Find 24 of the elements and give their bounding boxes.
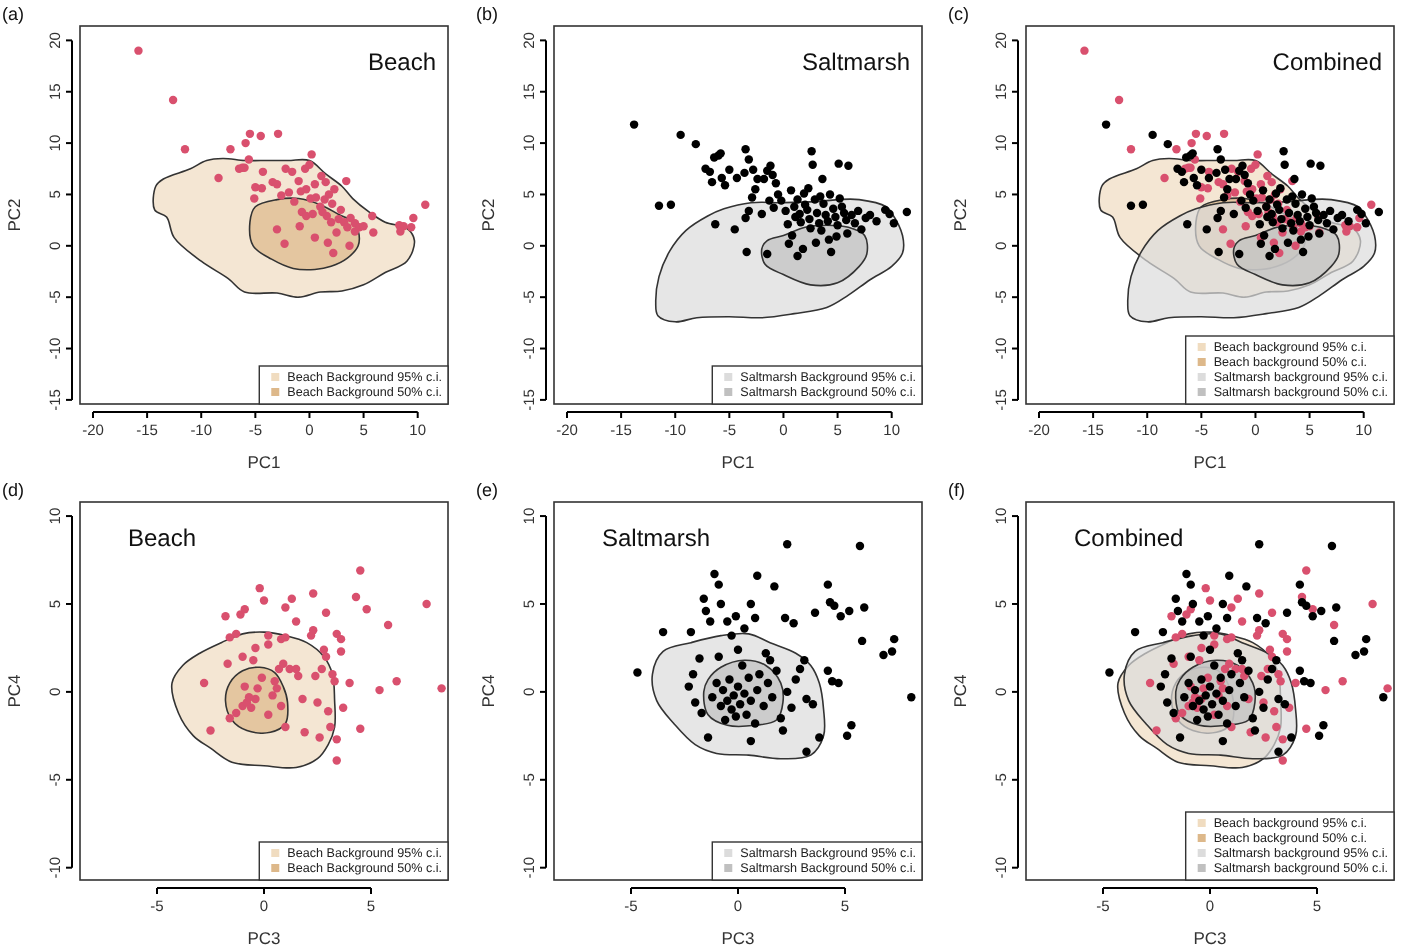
x-axis-title: PC3 — [247, 928, 282, 948]
x-axis-title: PC1 — [247, 452, 282, 472]
text: (e) — [475, 480, 497, 500]
x-axis-title: PC1 — [720, 452, 755, 472]
text: Combined — [1272, 48, 1382, 76]
text: Saltmarsh — [800, 48, 909, 76]
x-axis-title: PC3 — [720, 928, 755, 948]
y-axis-title: PC4 — [477, 673, 497, 708]
y-axis-title: PC2 — [4, 197, 24, 232]
text: (a) — [2, 4, 24, 24]
text: Saltmarsh — [601, 524, 710, 552]
text: Beach — [367, 48, 436, 76]
y-axis-title: PC4 — [4, 673, 24, 708]
y-axis-title: PC4 — [950, 673, 970, 708]
text: Combined — [1074, 524, 1184, 552]
y-axis-title: PC2 — [950, 197, 970, 232]
text: (f) — [948, 480, 965, 500]
x-axis-title: PC3 — [1193, 928, 1228, 948]
text: (d) — [2, 480, 24, 500]
text: (c) — [948, 4, 969, 24]
text: Beach — [128, 524, 197, 552]
x-axis-title: PC1 — [1193, 452, 1228, 472]
text: (b) — [475, 4, 497, 24]
y-axis-title: PC2 — [477, 197, 497, 232]
